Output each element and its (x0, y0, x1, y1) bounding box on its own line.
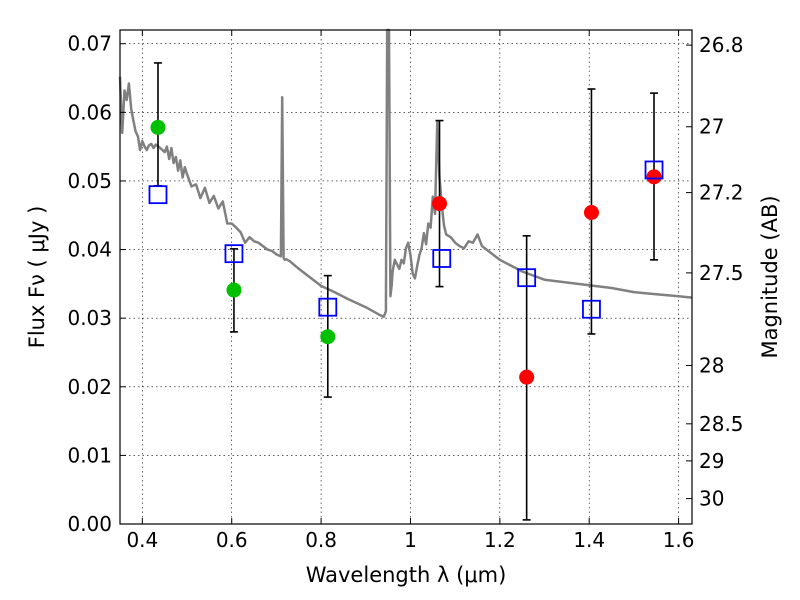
data-point-square (318, 297, 338, 317)
right-tick-label: 28 (699, 354, 724, 378)
data-point-circle (150, 119, 166, 135)
grid (120, 30, 692, 525)
right-tick-label: 29 (699, 449, 724, 473)
x-axis-label: Wavelength λ (μm) (306, 563, 507, 587)
template-spectrum (118, 28, 693, 319)
y-tick-label: 0.07 (67, 32, 112, 56)
right-tick-label: 26.8 (699, 33, 744, 57)
y-tick-label: 0.06 (67, 100, 112, 124)
data-point-circle (519, 369, 535, 385)
right-tick-label: 27.2 (699, 181, 744, 205)
right-tick-label: 28.5 (699, 412, 744, 436)
plot-frame (119, 29, 693, 525)
y-tick-label: 0.01 (67, 443, 112, 467)
data-point-square (517, 268, 537, 288)
data-point-circle (320, 329, 336, 345)
data-point-square (224, 244, 244, 264)
data-point-circle (432, 196, 448, 212)
x-tick-label: 0.6 (216, 528, 248, 552)
y-axis-label-right: Magnitude (AB) (758, 195, 782, 358)
data-point-circle (226, 282, 242, 298)
x-tick-label: 1.6 (663, 528, 695, 552)
y-tick-label: 0.02 (67, 375, 112, 399)
spectrum-line (118, 28, 693, 319)
y-tick-label: 0.04 (67, 238, 112, 262)
data-markers (148, 119, 664, 385)
data-point-circle (583, 205, 599, 221)
x-tick-label: 1.2 (484, 528, 516, 552)
right-tick-label: 30 (699, 487, 724, 511)
right-tick-label: 27 (699, 115, 724, 139)
tick-labels: 0.4 0.6 0.8 1 1.2 1.4 1.6 0.00 0.01 0.02 0.03 0.04 0… (67, 32, 743, 552)
data-point-square (148, 185, 168, 205)
y-tick-label: 0.05 (67, 169, 112, 193)
x-tick-label: 0.8 (305, 528, 337, 552)
x-tick-label: 1 (404, 528, 417, 552)
y-tick-label: 0.00 (67, 512, 112, 536)
data-point-square (644, 160, 664, 180)
data-point-circle (646, 169, 662, 185)
y-axis-label: Flux Fν ( μJy ) (25, 206, 49, 349)
data-point-square (432, 249, 452, 268)
x-tick-label: 1.4 (573, 528, 605, 552)
data-point-square (582, 299, 601, 319)
x-tick-label: 0.4 (126, 528, 158, 552)
axis-ticks (120, 30, 692, 525)
y-tick-label: 0.03 (67, 306, 112, 330)
right-tick-label: 27.5 (699, 261, 744, 285)
